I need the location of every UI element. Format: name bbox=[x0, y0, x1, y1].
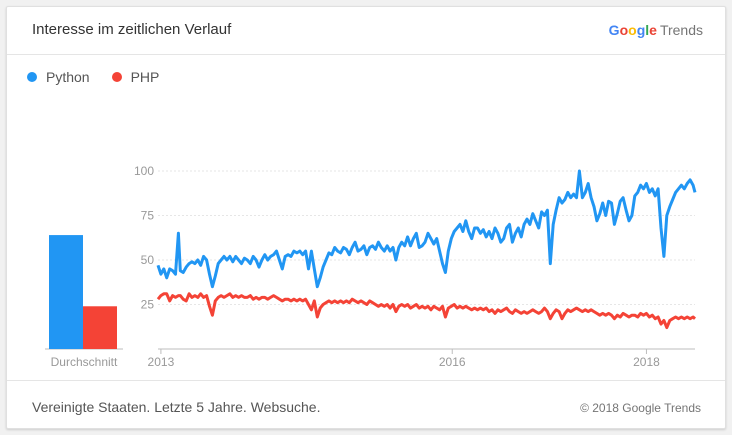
legend-item-php[interactable]: PHP bbox=[111, 69, 160, 85]
card-header: Interesse im zeitlichen Verlauf Google Tr… bbox=[7, 7, 725, 55]
chart-legend: Python PHP bbox=[27, 69, 181, 85]
legend-item-python[interactable]: Python bbox=[27, 69, 90, 85]
y-tick-label-75: 75 bbox=[141, 209, 155, 223]
x-tick-label-2013: 2013 bbox=[148, 355, 175, 369]
interest-over-time-chart[interactable]: 100 75 50 25 2013 2016 2018 Durchschnitt bbox=[7, 7, 727, 380]
trends-logo-text: Trends bbox=[659, 22, 703, 38]
google-trends-logo[interactable]: Google Trends bbox=[609, 22, 703, 38]
trends-card: Interesse im zeitlichen Verlauf Google Tr… bbox=[6, 6, 726, 429]
legend-label-php: PHP bbox=[130, 69, 160, 85]
search-description: Vereinigte Staaten. Letzte 5 Jahre. Webs… bbox=[32, 399, 321, 415]
x-tick-label-2018: 2018 bbox=[633, 355, 660, 369]
legend-label-python: Python bbox=[46, 69, 90, 85]
average-bar-python bbox=[49, 235, 83, 349]
card-title: Interesse im zeitlichen Verlauf bbox=[32, 21, 232, 38]
google-letters: Google bbox=[608, 22, 657, 38]
average-label: Durchschnitt bbox=[51, 355, 118, 369]
series-line-php bbox=[156, 292, 697, 330]
average-bar-php bbox=[83, 306, 117, 349]
x-tick-label-2016: 2016 bbox=[439, 355, 466, 369]
legend-dot-python bbox=[27, 72, 37, 82]
y-tick-label-100: 100 bbox=[134, 164, 154, 178]
card-footer: Vereinigte Staaten. Letzte 5 Jahre. Webs… bbox=[7, 380, 725, 430]
legend-dot-php bbox=[111, 72, 122, 82]
google-logo-text: Google bbox=[609, 22, 657, 38]
y-tick-label-25: 25 bbox=[141, 298, 155, 312]
series-line-python bbox=[156, 169, 697, 289]
y-tick-label-50: 50 bbox=[141, 253, 155, 267]
copyright-text: © 2018 Google Trends bbox=[580, 401, 701, 415]
